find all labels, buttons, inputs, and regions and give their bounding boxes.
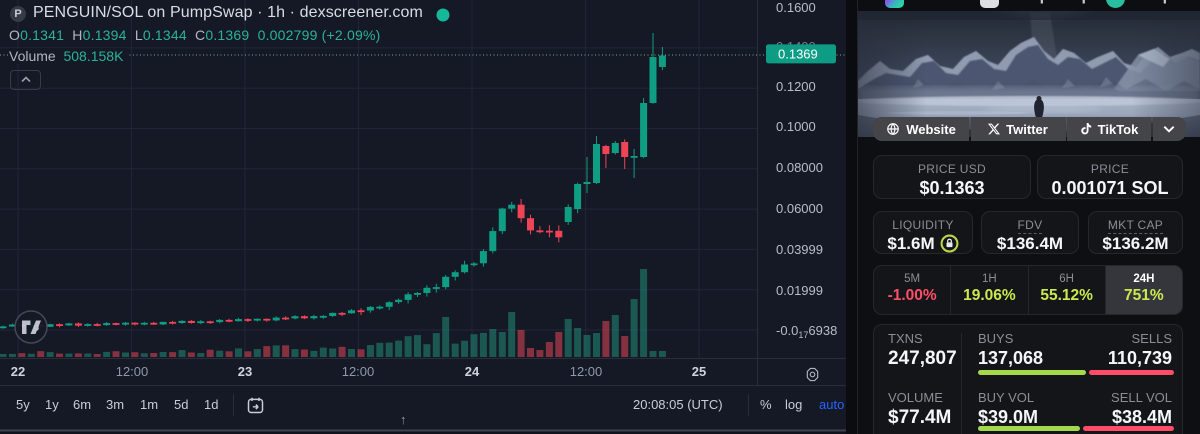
svg-text:0.1369: 0.1369 [778,47,818,62]
